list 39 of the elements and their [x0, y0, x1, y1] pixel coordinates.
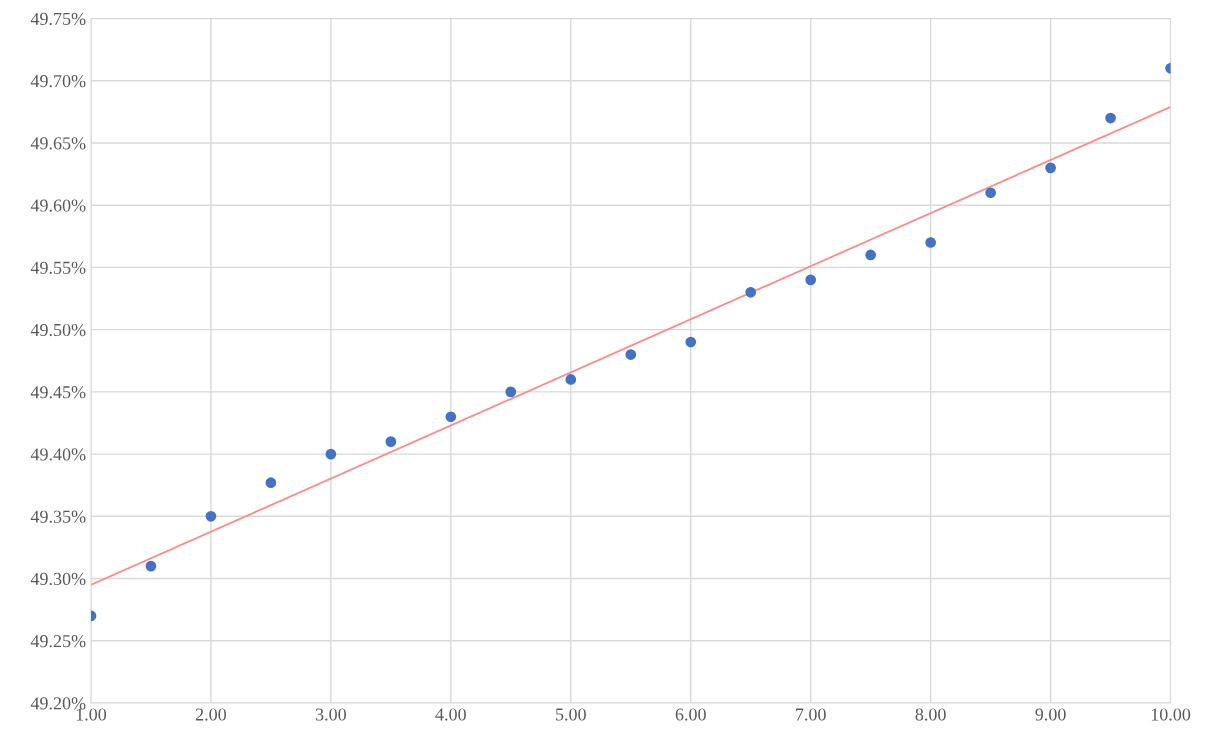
- y-tick-label: 49.30%: [30, 572, 86, 586]
- point: [385, 436, 397, 447]
- y-tick-label: 49.50%: [30, 323, 86, 337]
- y-tick-label: 49.20%: [30, 697, 86, 710]
- point: [445, 411, 457, 423]
- y-tick-label: 49.55%: [30, 261, 86, 274]
- x-tick-label: 2.00: [195, 708, 227, 721]
- y-tick-label: 49.25%: [30, 635, 86, 648]
- x-tick-label: 1.00: [76, 708, 107, 721]
- point: [805, 274, 817, 286]
- y-tick-label: 49.75%: [30, 12, 86, 26]
- y-tick-label: 49.40%: [30, 448, 86, 461]
- point: [865, 249, 877, 261]
- y-tick-label: 49.70%: [30, 74, 86, 88]
- point: [505, 386, 517, 398]
- x-tick-label: 7.00: [796, 708, 826, 721]
- point: [685, 336, 697, 348]
- point: [565, 374, 577, 385]
- x-tick-label: 5.00: [556, 708, 586, 721]
- point: [1105, 112, 1116, 124]
- x-tick-label: 8.00: [915, 708, 946, 721]
- point: [745, 286, 757, 298]
- point: [925, 237, 936, 248]
- point: [325, 448, 337, 460]
- y-tick-label: 49.65%: [30, 137, 86, 150]
- point: [625, 349, 637, 360]
- x-tick-label: 3.00: [315, 708, 346, 721]
- y-tick-label: 49.45%: [30, 386, 86, 399]
- y-tick-label: 49.60%: [30, 199, 86, 212]
- point: [985, 187, 996, 199]
- point: [1045, 162, 1056, 174]
- point: [265, 477, 277, 489]
- x-tick-label: 10.00: [1151, 708, 1191, 721]
- y-tick-label: 49.35%: [30, 510, 86, 523]
- x-tick-label: 4.00: [435, 708, 466, 721]
- x-tick-label: 9.00: [1035, 708, 1066, 721]
- x-tick-label: 6.00: [675, 708, 706, 721]
- point: [145, 560, 157, 572]
- point: [205, 510, 217, 522]
